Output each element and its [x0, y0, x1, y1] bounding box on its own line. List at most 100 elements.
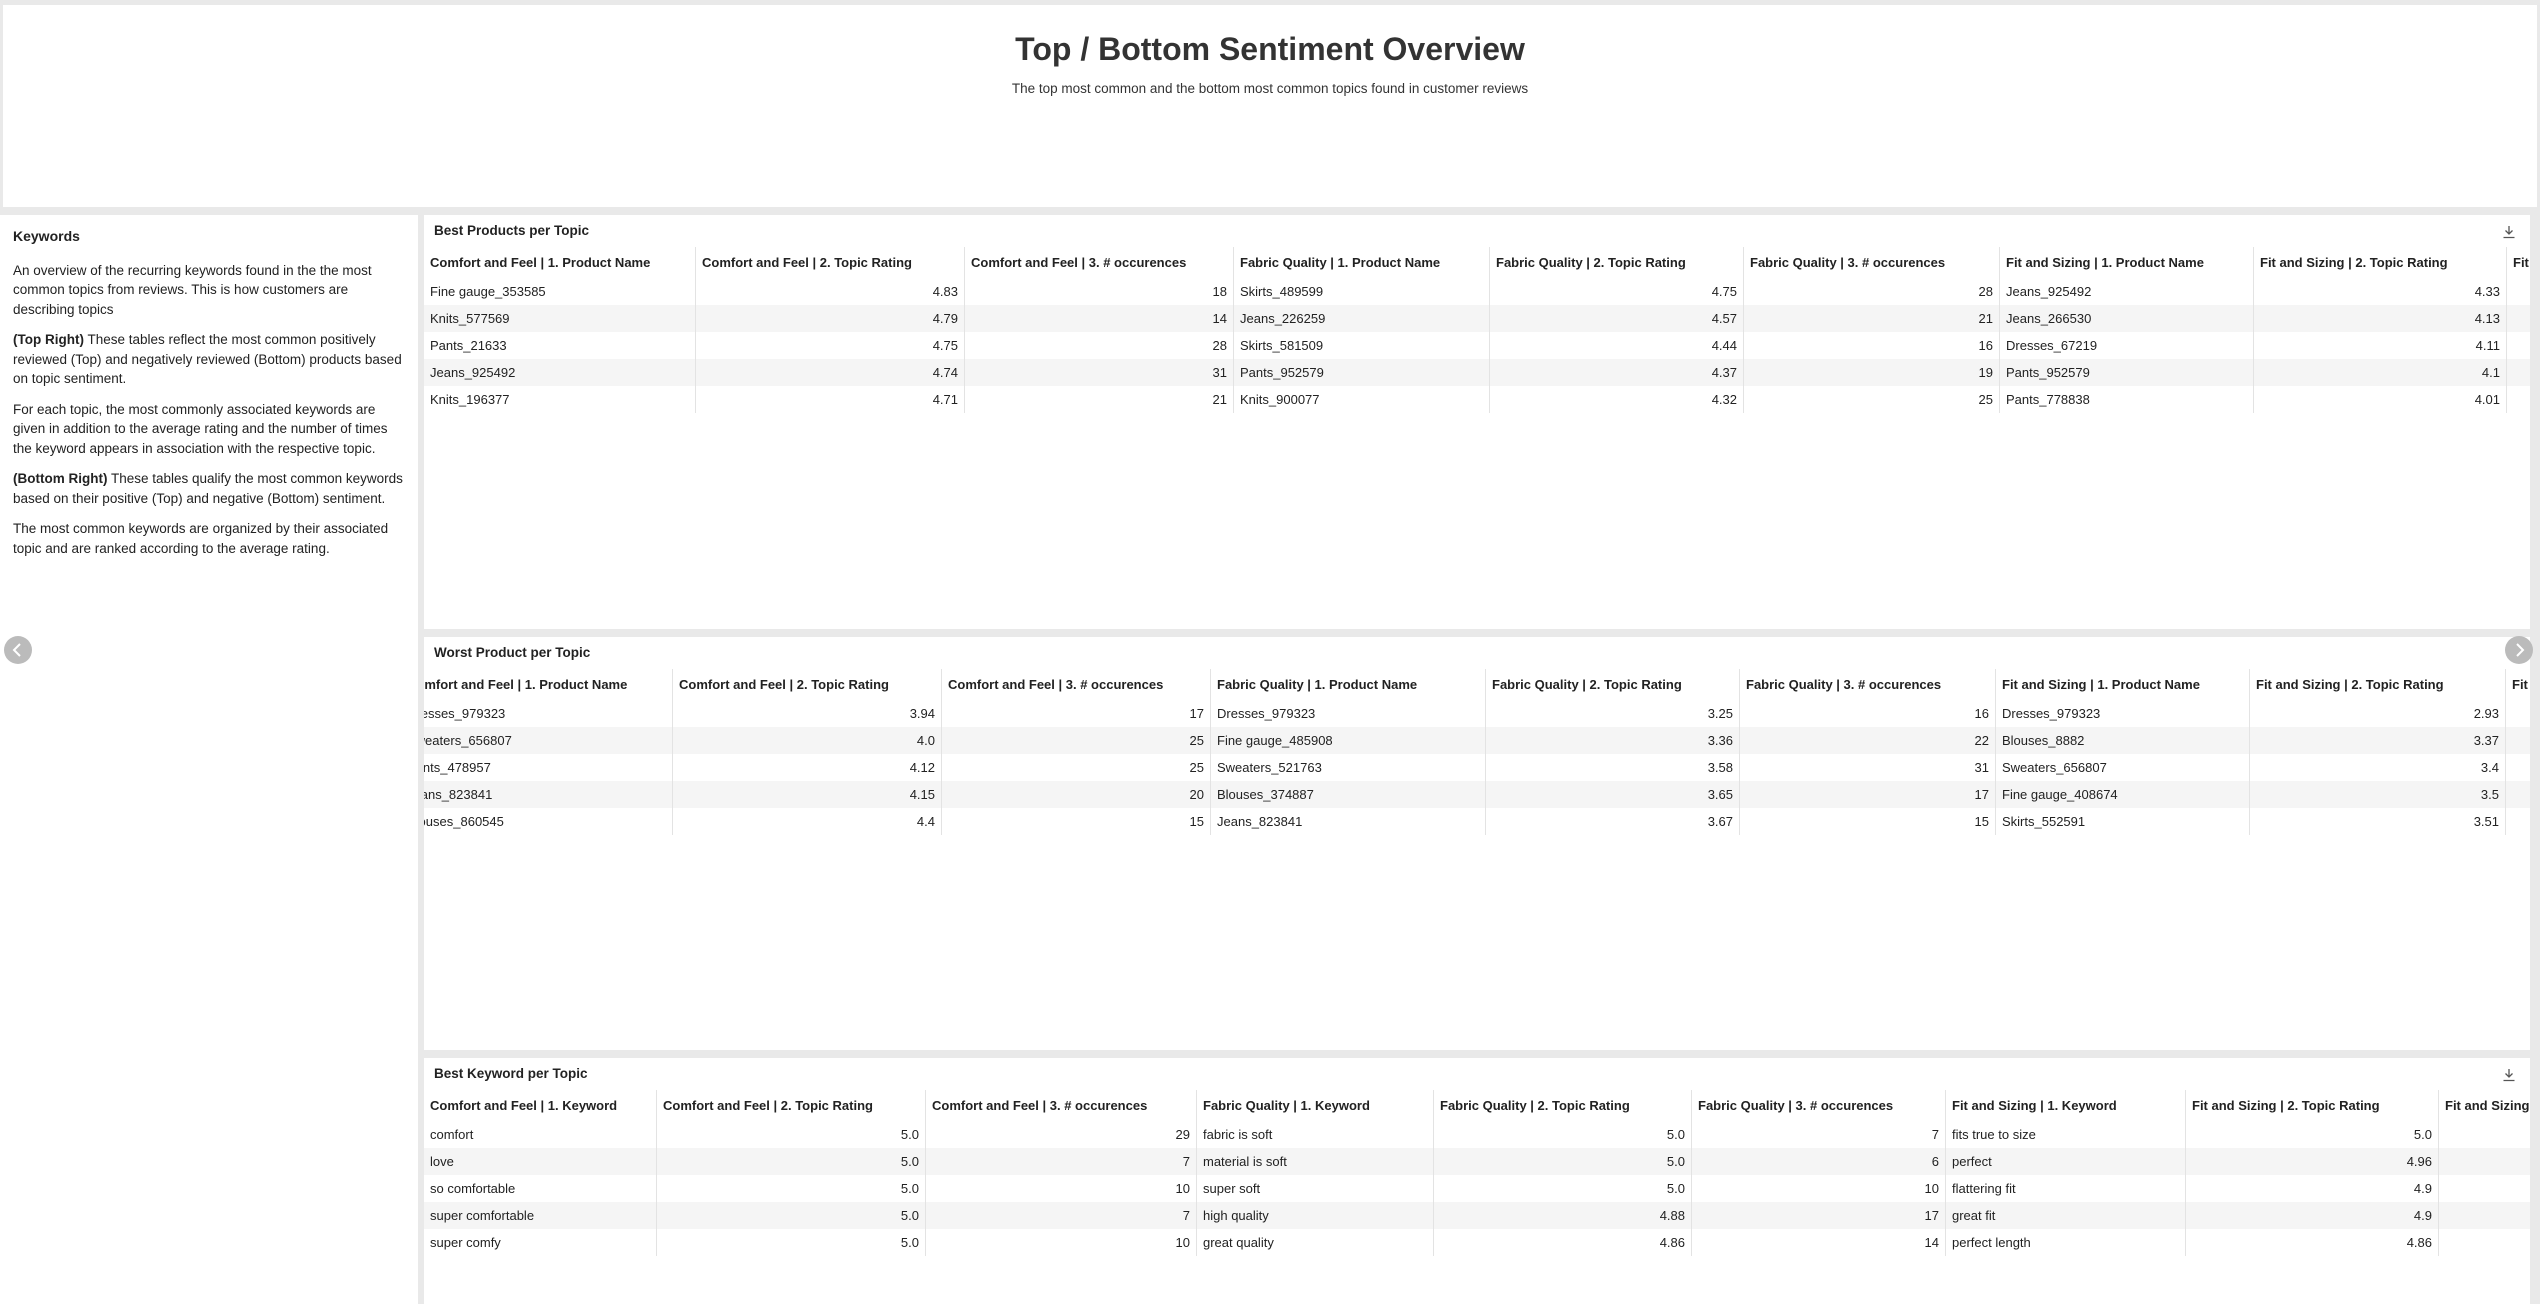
table-cell: 28 [965, 332, 1234, 359]
table-cell: 7 [926, 1202, 1197, 1229]
table-panel: Worst Product per Topic Comfort and Feel … [424, 637, 2530, 1050]
table-cell: 16 [1744, 332, 2000, 359]
table-cell: 3.94 [673, 700, 942, 727]
header: Top / Bottom Sentiment Overview The top … [3, 5, 2537, 207]
table-row: Dresses_9793233.9417Dresses_9793233.2516… [424, 700, 2530, 727]
column-header: Comfort and Feel | 1. Product Name [424, 247, 696, 278]
table-cell: 5.0 [1434, 1121, 1692, 1148]
table-cell [2439, 1148, 2530, 1175]
table-cell: 4.1 [2254, 359, 2507, 386]
download-button[interactable] [2502, 225, 2516, 239]
table-cell: Blouses_8882 [1996, 727, 2250, 754]
table-cell [2439, 1121, 2530, 1148]
table-cell: 28 [1744, 278, 2000, 305]
table-cell: Sweaters_656807 [1996, 754, 2250, 781]
header-row: Comfort and Feel | 1. Keyword Comfort and… [424, 1090, 2530, 1121]
table-cell: Pants_478957 [424, 754, 673, 781]
paragraph-text: For each topic, the most commonly associ… [13, 401, 388, 456]
table-cell: great fit [1946, 1202, 2186, 1229]
paragraph: (Bottom Right) These tables qualify the … [13, 469, 405, 508]
table-cell: Pants_952579 [2000, 359, 2254, 386]
table-cell [2506, 727, 2530, 754]
table-cell: Jeans_226259 [1234, 305, 1490, 332]
table-row: Knits_196377 4.71 21 Knits_900077 4.32 25 Pant… [424, 386, 2530, 413]
paragraph: An overview of the recurring keywords fo… [13, 261, 405, 320]
table-cell: 4.15 [673, 781, 942, 808]
subtitle: The top most common and the bottom most … [1011, 81, 1529, 96]
column-header: Fabric Quality | 3. # occurences [1692, 1090, 1946, 1121]
table-cell: Pants_952579 [1234, 359, 1490, 386]
table-cell [2507, 305, 2530, 332]
table-cell: 4.57 [1490, 305, 1744, 332]
table-cell: 5.0 [657, 1121, 926, 1148]
table-cell: 3.67 [1486, 808, 1740, 835]
column-header: Fit and Sizing | 3. # occurences [2439, 1090, 2530, 1121]
table-cell: Fine gauge_353585 [424, 278, 696, 305]
table-cell: 3.36 [1486, 727, 1740, 754]
column-header: Fabric Quality | 3. # occurences [1744, 247, 2000, 278]
table-cell: perfect [1946, 1148, 2186, 1175]
table-cell: 3.5 [2250, 781, 2506, 808]
next-button[interactable] [2505, 636, 2533, 664]
table-cell: 4.74 [696, 359, 965, 386]
table-cell: 17 [1740, 781, 1996, 808]
prev-button[interactable] [4, 636, 32, 664]
column-header: Fabric Quality | 1. Product Name [1234, 247, 1490, 278]
table-cell: fits true to size [1946, 1121, 2186, 1148]
table-cell: 25 [1744, 386, 2000, 413]
paragraph-lead: (Bottom Right) [13, 471, 108, 486]
table-cell: 21 [1744, 305, 2000, 332]
table-cell: 15 [942, 808, 1211, 835]
table-panel: Best Products per Topic Comfort and Feel … [424, 215, 2530, 629]
table-cell: 5.0 [1434, 1175, 1692, 1202]
header-row: Comfort and Feel | 1. Product Name Comfor… [424, 247, 2530, 278]
column-header: Fit and Sizing | 1. Product Name [2000, 247, 2254, 278]
table-cell: 17 [942, 700, 1211, 727]
column-header: Comfort and Feel | 3. # occurences [965, 247, 1234, 278]
table-cell: 4.01 [2254, 386, 2507, 413]
table-row: super comfortable 5.0 7 high quality 4.88 17 g… [424, 1202, 2530, 1229]
paragraph-text: These tables qualify the most common key… [13, 471, 403, 506]
table-cell: Skirts_581509 [1234, 332, 1490, 359]
column-header: Fit and Sizing | 3. # occurences [2507, 247, 2530, 278]
table-cell [2507, 278, 2530, 305]
table-cell: 4.79 [696, 305, 965, 332]
table-row: Knits_577569 4.79 14 Jeans_226259 4.57 21 Jean… [424, 305, 2530, 332]
table-cell: great quality [1197, 1229, 1434, 1256]
paragraph-text: The most common keywords are organized b… [13, 521, 389, 556]
column-header: Fit and Sizing | 3. # occurences [2506, 669, 2530, 700]
table-cell [2439, 1202, 2530, 1229]
table-cell: 7 [1692, 1121, 1946, 1148]
paragraph: The most common keywords are organized b… [13, 519, 405, 558]
table-cell: 18 [965, 278, 1234, 305]
table-cell: 31 [1740, 754, 1996, 781]
column-header: Fabric Quality | 2. Topic Rating [1486, 669, 1740, 700]
table-cell: Knits_900077 [1234, 386, 1490, 413]
table-title: Worst Product per Topic [434, 645, 591, 660]
table-cell: 10 [926, 1229, 1197, 1256]
download-button[interactable] [2502, 1068, 2516, 1082]
table-cell: Pants_21633 [424, 332, 696, 359]
column-header: Comfort and Feel | 2. Topic Rating [696, 247, 965, 278]
column-header: Comfort and Feel | 3. # occurences [942, 669, 1211, 700]
column-header: Comfort and Feel | 2. Topic Rating [673, 669, 942, 700]
sidebar-title: Keywords [13, 228, 80, 244]
table-cell: 4.86 [2186, 1229, 2439, 1256]
table-cell: 5.0 [1434, 1148, 1692, 1175]
table-cell: comfort [424, 1121, 657, 1148]
column-header: Fit and Sizing | 1. Product Name [1996, 669, 2250, 700]
table-cell [2507, 386, 2530, 413]
table-cell: high quality [1197, 1202, 1434, 1229]
table-cell: Jeans_925492 [2000, 278, 2254, 305]
table-row: Pants_4789574.1225Sweaters_5217633.5831S… [424, 754, 2530, 781]
table-cell: 19 [1744, 359, 2000, 386]
table-cell [2507, 359, 2530, 386]
table-cell: love [424, 1148, 657, 1175]
table-cell: 10 [926, 1175, 1197, 1202]
column-header: Fit and Sizing | 2. Topic Rating [2254, 247, 2507, 278]
paragraph: (Top Right) These tables reflect the mos… [13, 330, 405, 389]
table: Comfort and Feel | 1. Product Name Comfor… [424, 669, 2530, 835]
table-cell: Jeans_823841 [1211, 808, 1486, 835]
column-header: Fabric Quality | 1. Keyword [1197, 1090, 1434, 1121]
